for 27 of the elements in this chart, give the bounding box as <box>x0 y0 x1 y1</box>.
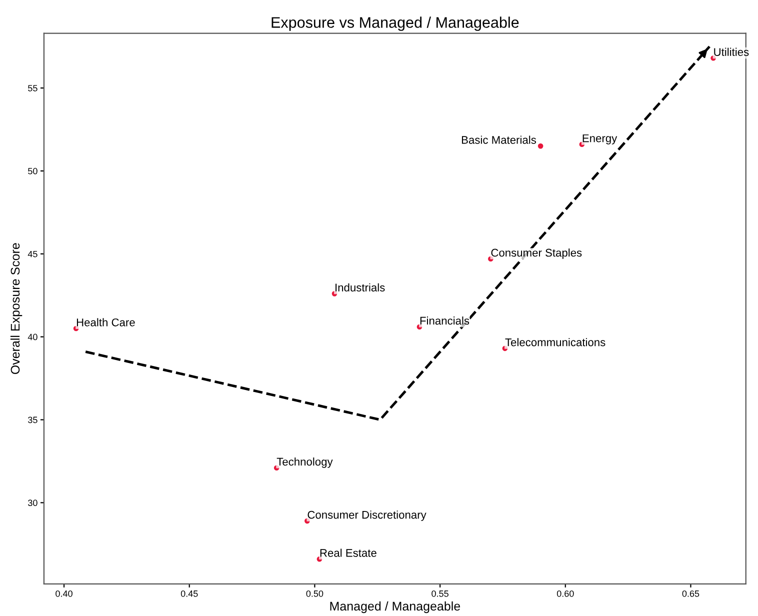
point <box>538 143 544 149</box>
annotation: Consumer Discretionary <box>308 510 426 521</box>
annotation: Real Estate <box>320 548 376 557</box>
annotation: Telecommunications <box>505 338 606 346</box>
y-tick-label: 30 <box>28 500 38 506</box>
x-tick-label: 0.55 <box>432 590 448 597</box>
annotation: Health Care <box>76 318 135 326</box>
annotation: Energy <box>582 134 618 144</box>
y-tick-label: 35 <box>28 416 38 424</box>
y-axis-title: Overall Exposure Score <box>10 243 22 374</box>
y-tick-label: 40 <box>28 334 38 340</box>
x-tick-label: 0.50 <box>306 590 324 597</box>
y-tick-label: 50 <box>28 168 38 174</box>
x-tick-label: 0.60 <box>556 590 574 597</box>
y-tick-label: 45 <box>28 250 38 258</box>
x-axis-title: Managed / Manageable <box>330 601 460 614</box>
annotation: Consumer Staples <box>491 248 582 259</box>
annotation: Basic Materials <box>462 136 536 144</box>
y-tick-label: 55 <box>28 85 38 92</box>
annotation: Technology <box>276 458 333 468</box>
x-tick-label: 0.40 <box>56 590 72 597</box>
chart-title: Exposure vs Managed / Manageable <box>272 16 519 31</box>
x-tick-label: 0.65 <box>682 590 700 597</box>
annotation: Financials <box>420 316 470 325</box>
annotation: Utilities <box>714 48 749 56</box>
x-tick-label: 0.45 <box>180 590 198 597</box>
annotation: Industrials <box>336 283 385 292</box>
